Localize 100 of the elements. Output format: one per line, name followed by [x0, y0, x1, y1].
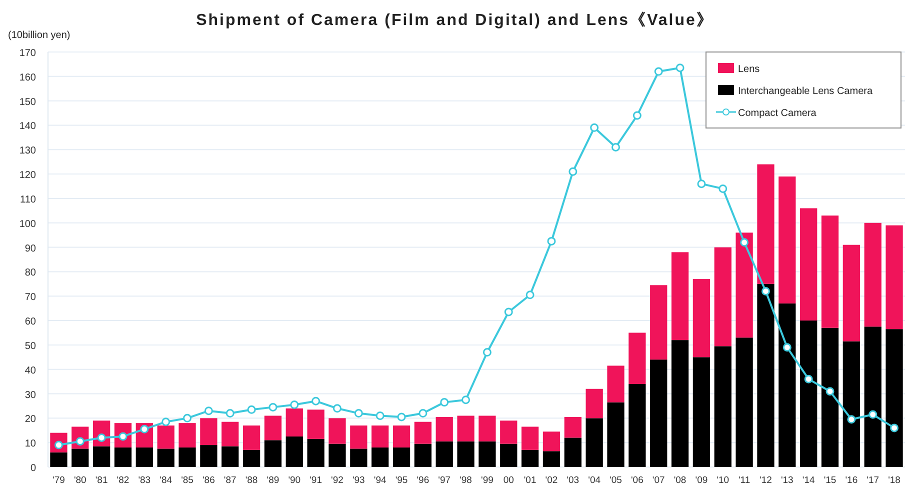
bar [800, 320, 818, 467]
point [718, 184, 728, 193]
point [268, 402, 278, 412]
point [632, 111, 642, 120]
bar [842, 341, 860, 467]
x-tick-label: '05 [610, 475, 622, 486]
point [526, 290, 534, 300]
bar [692, 357, 710, 467]
point [183, 414, 192, 422]
point [868, 410, 878, 419]
bar [157, 426, 174, 449]
x-tick-label: '10 [716, 475, 730, 486]
y-tick-label: 10 [24, 438, 36, 450]
bar [157, 448, 174, 467]
point [804, 374, 813, 384]
point [482, 348, 492, 357]
point [397, 412, 406, 422]
x-tick-label: '93 [352, 475, 365, 486]
legend-label: Interchangeable Lens Camera [738, 86, 873, 97]
x-tick-label: '18 [888, 475, 900, 486]
point [761, 286, 770, 296]
x-tick-label: '97 [438, 475, 451, 486]
bar [500, 444, 518, 467]
bar [200, 445, 218, 467]
x-tick-label: '04 [588, 475, 601, 486]
y-tick-label: 50 [24, 340, 36, 352]
y-tick-label: 0 [30, 463, 36, 474]
bar [457, 441, 474, 467]
x-tick-label: '14 [802, 475, 815, 486]
y-tick-label: 80 [24, 268, 36, 279]
point [204, 406, 213, 416]
bar [114, 447, 132, 467]
bar [200, 418, 218, 446]
bar [736, 232, 753, 338]
x-tick-label: '91 [310, 475, 322, 486]
bar [607, 366, 624, 402]
x-tick-label: '86 [202, 475, 215, 486]
bar [222, 446, 239, 467]
y-tick-label: 150 [19, 96, 36, 108]
point [376, 411, 384, 420]
point [140, 424, 149, 434]
bar [92, 446, 110, 467]
point [247, 405, 256, 414]
bar [178, 423, 196, 448]
x-tick-label: '17 [866, 475, 880, 486]
x-tick-label: '07 [652, 475, 665, 486]
bar [372, 426, 389, 448]
x-tick-label: '92 [331, 475, 344, 486]
bar [414, 444, 432, 467]
point [354, 409, 363, 418]
point [462, 396, 470, 404]
y-tick-label: 20 [24, 414, 36, 426]
x-tick-label: '88 [245, 475, 258, 486]
x-tick-label: 00 [503, 475, 514, 486]
bar [264, 416, 282, 440]
x-tick-label: '90 [288, 475, 301, 486]
point [418, 409, 428, 418]
bar [886, 225, 903, 330]
y-tick-label: 40 [24, 365, 36, 376]
point [740, 238, 749, 247]
point [847, 415, 856, 424]
bar [72, 448, 89, 467]
bar [736, 338, 753, 467]
bar [628, 384, 646, 467]
point [290, 400, 299, 409]
y-tick-label: 110 [20, 194, 36, 206]
y-tick-label: 70 [24, 292, 36, 304]
bar [307, 410, 324, 439]
x-tick-label: '79 [52, 475, 65, 486]
point [697, 180, 706, 188]
y-tick-label: 160 [19, 72, 36, 84]
bar [350, 448, 368, 467]
point [890, 424, 899, 432]
x-tick-label: '03 [566, 475, 580, 486]
bar [714, 247, 732, 346]
y-tick-label: 170 [19, 48, 36, 59]
bar [542, 451, 560, 467]
bar [414, 422, 432, 444]
x-tick-label: '96 [416, 475, 430, 486]
bar [222, 422, 239, 446]
bar [457, 416, 474, 442]
x-tick-label: '81 [95, 475, 108, 486]
x-tick-label: '99 [481, 475, 494, 486]
bar [521, 426, 539, 450]
x-tick-label: '94 [374, 475, 386, 486]
point [547, 236, 556, 246]
x-tick-label: '02 [545, 475, 558, 486]
bar [714, 346, 732, 467]
bar [392, 447, 410, 467]
bar [671, 340, 689, 467]
y-tick-label: 130 [19, 146, 36, 157]
x-tick-label: '06 [630, 475, 644, 486]
bar [842, 244, 860, 342]
x-tick-label: '85 [181, 475, 194, 486]
bar [650, 285, 668, 360]
y-tick-label: 140 [19, 121, 36, 132]
x-tick-label: '11 [738, 475, 750, 486]
bar [264, 440, 282, 467]
x-tick-label: '98 [460, 475, 472, 486]
x-tick-label: '87 [224, 475, 236, 486]
